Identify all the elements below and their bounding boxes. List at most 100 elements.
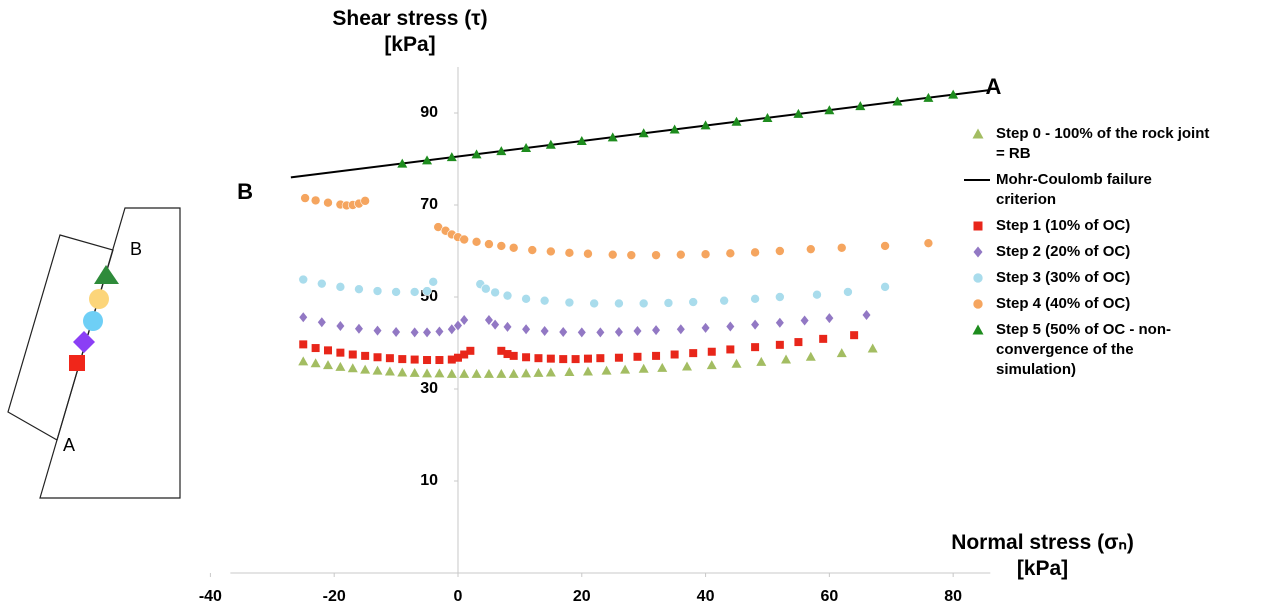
point — [800, 315, 809, 326]
x-tick-label: 60 — [820, 588, 838, 605]
point — [428, 277, 439, 287]
point — [466, 346, 475, 355]
diamond-icon — [73, 331, 95, 353]
point — [521, 368, 532, 378]
point — [775, 292, 785, 302]
point — [596, 327, 605, 338]
point — [502, 290, 513, 301]
point — [843, 287, 853, 297]
line — [290, 89, 991, 179]
point — [614, 353, 623, 362]
triangle-icon — [94, 265, 119, 284]
point — [490, 287, 500, 298]
point — [347, 363, 358, 373]
point — [948, 89, 959, 99]
x-tick-label: 40 — [697, 588, 715, 605]
point — [973, 246, 983, 258]
legend-label: Step 3 (30% of OC) — [996, 269, 1131, 286]
point — [298, 356, 309, 366]
point — [447, 355, 456, 364]
point — [620, 364, 631, 374]
point — [546, 246, 556, 257]
point — [435, 326, 444, 337]
point — [726, 321, 735, 332]
point — [775, 246, 785, 256]
point — [446, 368, 457, 378]
point — [751, 343, 760, 352]
point — [700, 249, 711, 260]
point — [564, 297, 575, 308]
point — [669, 124, 680, 134]
point — [564, 248, 575, 258]
point — [409, 367, 420, 377]
point — [453, 353, 462, 362]
point — [522, 353, 531, 362]
point — [545, 139, 556, 149]
point — [546, 354, 555, 363]
point — [459, 368, 470, 378]
point — [775, 340, 784, 349]
point — [373, 353, 382, 362]
point — [880, 282, 890, 292]
point — [706, 360, 717, 370]
point — [385, 354, 394, 363]
point — [638, 128, 649, 138]
point — [496, 146, 507, 156]
point — [756, 356, 767, 366]
y-axis-title: Shear stress (τ) [kPa] — [332, 7, 488, 56]
point — [471, 368, 482, 378]
point — [688, 297, 698, 307]
legend-item: Step 2 (20% of OC) — [962, 242, 1212, 262]
point — [335, 282, 346, 292]
point — [423, 327, 432, 338]
point — [725, 248, 736, 259]
legend-item: Step 0 - 100% of the rock joint = RB — [962, 124, 1212, 164]
point — [571, 355, 580, 364]
point — [559, 326, 568, 337]
point — [689, 349, 698, 358]
legend-item: Step 4 (40% of OC) — [962, 294, 1212, 314]
point — [384, 366, 395, 376]
point — [422, 286, 432, 296]
series — [299, 331, 859, 365]
point — [633, 352, 642, 361]
legend-marker — [972, 272, 984, 284]
point — [484, 315, 493, 325]
point — [707, 347, 716, 356]
point — [824, 105, 835, 115]
legend-label: Step 2 (20% of OC) — [996, 243, 1131, 260]
legend-item: Step 5 (50% of OC - non-convergence of t… — [962, 320, 1212, 380]
point — [460, 315, 469, 325]
point — [496, 368, 507, 378]
point — [483, 368, 494, 378]
point — [397, 367, 408, 377]
point — [508, 368, 519, 378]
point — [750, 294, 760, 304]
legend-label: Step 1 (10% of OC) — [996, 217, 1131, 234]
point — [471, 237, 482, 247]
square-icon — [69, 355, 85, 371]
point — [719, 295, 729, 306]
point — [726, 345, 735, 354]
fault-diagram: B A — [7, 207, 181, 499]
point — [626, 250, 637, 260]
legend-marker — [973, 246, 983, 258]
x-tick-label: 80 — [944, 588, 962, 605]
circle-icon — [83, 311, 103, 331]
point — [311, 344, 320, 353]
annotation: B — [237, 179, 253, 204]
legend-label: Step 4 (40% of OC) — [996, 295, 1131, 312]
foot-block — [39, 207, 181, 499]
point — [972, 272, 984, 284]
point — [354, 284, 364, 294]
point — [336, 348, 345, 357]
point — [750, 247, 760, 258]
point — [794, 338, 803, 347]
point — [614, 326, 623, 337]
point — [682, 361, 693, 371]
y-tick-label: 90 — [420, 104, 438, 121]
point — [372, 365, 383, 375]
point — [335, 361, 346, 371]
point — [559, 355, 568, 364]
